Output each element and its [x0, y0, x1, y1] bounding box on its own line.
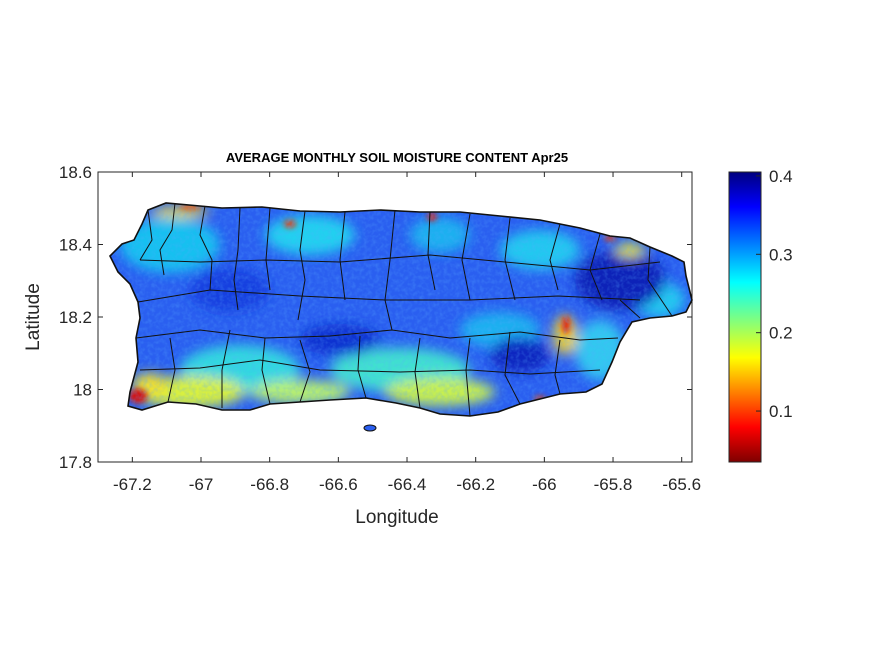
colorbar-tick-label: 0.1	[769, 402, 793, 421]
x-tick-label: -66.4	[388, 475, 427, 494]
x-tick-label: -65.6	[662, 475, 701, 494]
colorbar	[728, 171, 762, 463]
y-axis-label: Latitude	[23, 283, 44, 351]
x-tick-label: -67.2	[113, 475, 152, 494]
x-axis-label: Longitude	[355, 507, 438, 528]
colorbar-tick-label: 0.2	[769, 324, 793, 343]
y-tick-label: 18	[73, 381, 92, 400]
x-axis: -67.2 -67 -66.8 -66.6 -66.4 -66.2 -66 -65.8 -65.…	[113, 172, 701, 494]
x-tick-label: -66.6	[319, 475, 358, 494]
y-tick-label: 18.4	[59, 236, 92, 255]
y-tick-label: 18.2	[59, 308, 92, 327]
y-tick-label: 17.8	[59, 453, 92, 472]
colorbar-tick-label: 0.3	[769, 245, 793, 264]
colorbar-ticks: 0.4 0.3 0.2 0.1	[756, 167, 793, 421]
x-tick-label: -65.8	[594, 475, 633, 494]
x-tick-label: -66.8	[250, 475, 289, 494]
chart-title: AVERAGE MONTHLY SOIL MOISTURE CONTENT Ap…	[226, 150, 568, 165]
soil-moisture-field	[110, 203, 692, 416]
y-axis: 18.6 18.4 18.2 18 17.8	[59, 163, 692, 472]
x-tick-label: -67	[189, 475, 214, 494]
colorbar-tick-label: 0.4	[769, 167, 793, 186]
offshore-islet	[363, 424, 377, 432]
municipal-boundaries	[135, 202, 673, 417]
x-tick-label: -66	[532, 475, 557, 494]
y-tick-label: 18.6	[59, 163, 92, 182]
x-tick-label: -66.2	[456, 475, 495, 494]
